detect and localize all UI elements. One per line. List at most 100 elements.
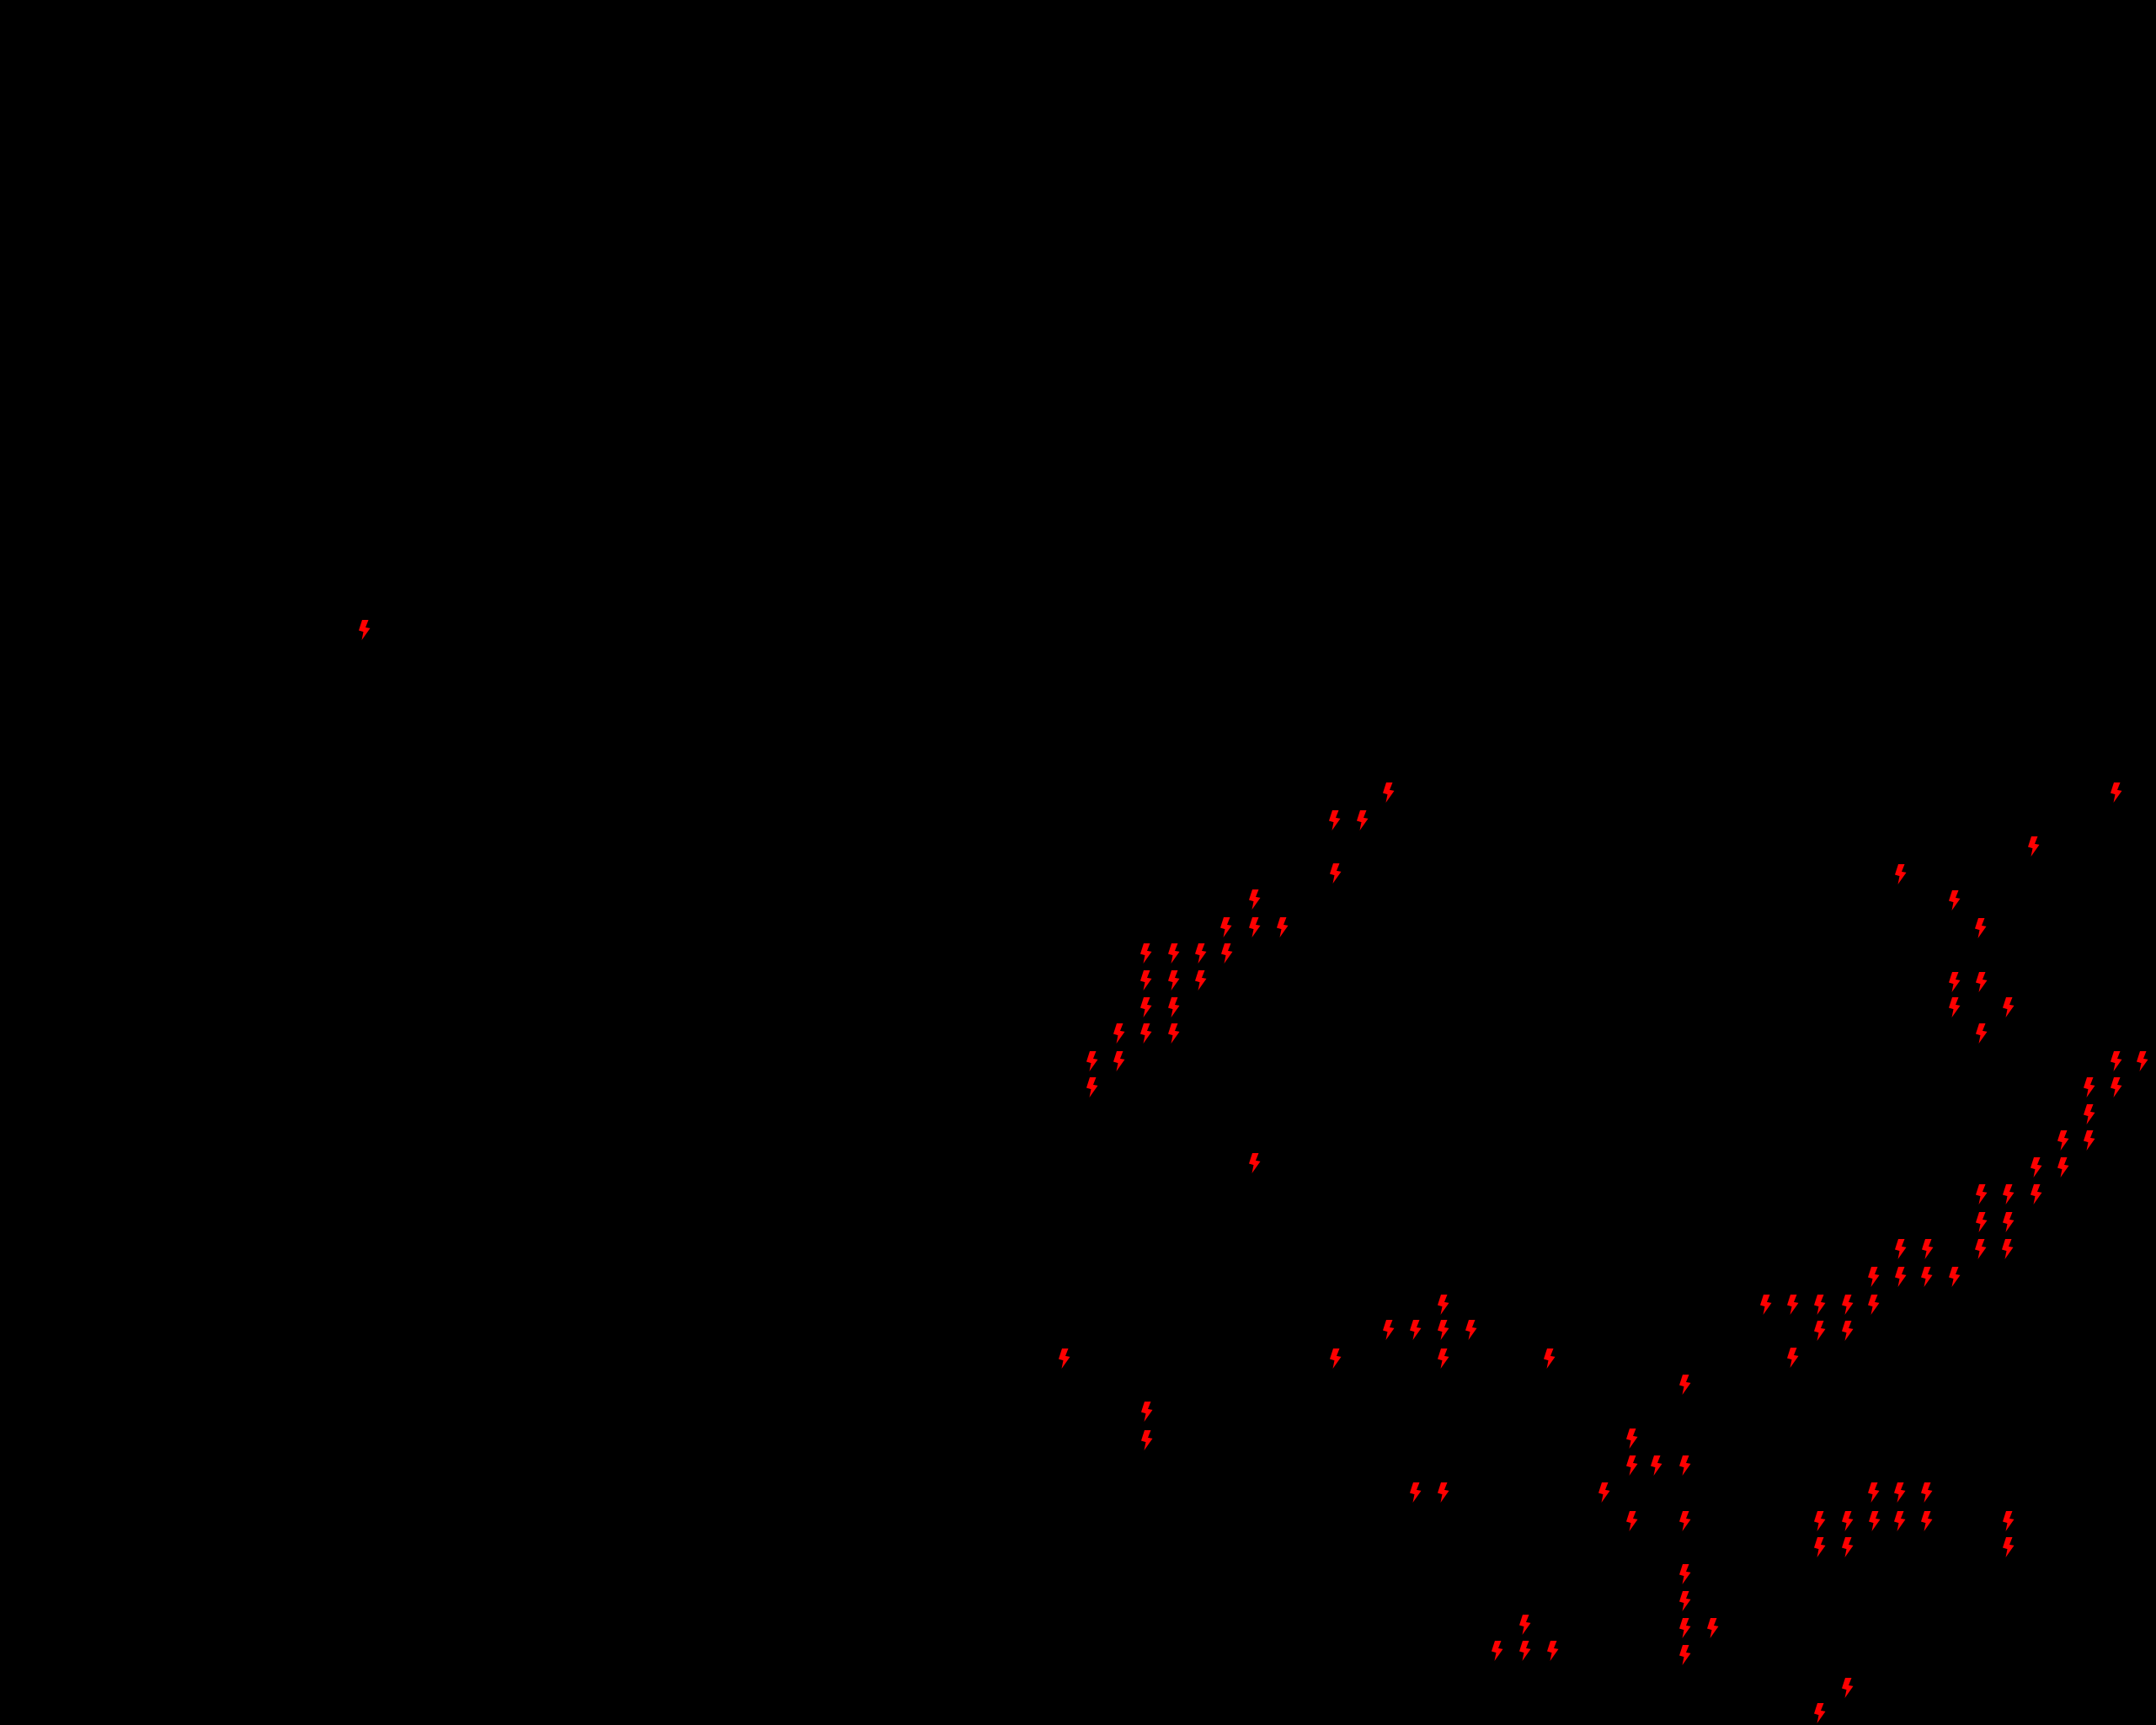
lightning-bolt-icon — [1194, 970, 1207, 991]
lightning-bolt-icon — [1813, 1537, 1826, 1557]
lightning-bolt-icon — [1518, 1641, 1531, 1661]
lightning-bolt-icon — [1678, 1618, 1691, 1638]
lightning-bolt-icon — [1975, 1023, 1988, 1044]
lightning-bolt-icon — [1867, 1267, 1880, 1287]
lightning-bolt-icon — [1329, 863, 1342, 884]
lightning-bolt-icon — [1625, 1511, 1638, 1531]
lightning-bolt-icon — [2083, 1104, 2095, 1124]
lightning-bolt-icon — [1328, 810, 1341, 830]
lightning-bolt-icon — [1813, 1321, 1826, 1341]
lightning-bolt-icon — [1813, 1511, 1826, 1531]
lightning-bolt-icon — [2030, 1184, 2042, 1204]
lightning-bolt-icon — [1975, 1184, 1988, 1204]
lightning-bolt-icon — [1276, 917, 1289, 937]
lightning-bolt-icon — [2110, 782, 2122, 803]
lightning-bolt-icon — [1167, 943, 1180, 964]
lightning-bolt-icon — [1437, 1348, 1449, 1369]
lightning-bolt-icon — [1058, 1348, 1070, 1369]
lightning-bolt-icon — [1139, 997, 1152, 1017]
lightning-bolt-icon — [1465, 1320, 1477, 1340]
lightning-bolt-icon — [2002, 1212, 2015, 1232]
lightning-bolt-icon — [1382, 1320, 1395, 1340]
lightning-bolt-icon — [1868, 1511, 1881, 1531]
lightning-bolt-icon — [1113, 1051, 1125, 1071]
lightning-bolt-icon — [1813, 1703, 1826, 1723]
lightning-bolt-icon — [1974, 918, 1987, 938]
lightning-bolt-icon — [1139, 943, 1152, 964]
lightning-bolt-icon — [1086, 1051, 1098, 1071]
lightning-bolt-icon — [2136, 1051, 2148, 1071]
lightning-bolt-icon — [1894, 1267, 1907, 1287]
lightning-bolt-icon — [1248, 917, 1261, 937]
lightning-bolt-icon — [2083, 1130, 2095, 1151]
lightning-bolt-icon — [1650, 1455, 1662, 1476]
lightning-bolt-icon — [1625, 1429, 1638, 1449]
lightning-bolt-icon — [1948, 1267, 1961, 1287]
lightning-bolt-icon — [1546, 1641, 1559, 1661]
lightning-bolt-icon — [1194, 943, 1207, 964]
lightning-bolt-icon — [1948, 890, 1961, 911]
lightning-bolt-icon — [1409, 1482, 1422, 1503]
lightning-bolt-icon — [1920, 1267, 1933, 1287]
lightning-bolt-icon — [1759, 1295, 1772, 1315]
lightning-bolt-icon — [2002, 1184, 2015, 1204]
lightning-bolt-icon — [1139, 970, 1152, 991]
lightning-bolt-icon — [1867, 1295, 1880, 1315]
lightning-bolt-icon — [1140, 1430, 1153, 1450]
lightning-bolt-icon — [1786, 1295, 1799, 1315]
lightning-bolt-icon — [1543, 1348, 1556, 1369]
lightning-bolt-icon — [1167, 997, 1180, 1017]
lightning-bolt-icon — [1518, 1615, 1531, 1635]
lightning-bolt-icon — [1786, 1348, 1799, 1368]
lightning-bolt-icon — [2002, 1511, 2015, 1531]
lightning-bolt-icon — [1625, 1455, 1638, 1476]
lightning-bolt-icon — [1893, 1511, 1906, 1531]
lightning-bolt-icon — [2002, 1537, 2015, 1557]
lightning-bolt-icon — [1678, 1645, 1691, 1665]
lightning-bolt-icon — [1841, 1295, 1854, 1315]
lightning-bolt-icon — [1382, 782, 1395, 803]
lightning-bolt-icon — [1220, 943, 1233, 964]
lightning-bolt-icon — [2110, 1077, 2122, 1097]
lightning-bolt-icon — [1678, 1511, 1691, 1531]
lightning-bolt-icon — [1841, 1678, 1854, 1698]
lightning-bolt-icon — [1706, 1618, 1719, 1638]
lightning-bolt-icon — [1974, 1239, 1987, 1259]
lightning-bolt-icon — [1678, 1375, 1691, 1395]
lightning-bolt-icon — [358, 620, 371, 640]
lightning-bolt-icon — [1841, 1537, 1854, 1557]
lightning-bolt-icon — [2057, 1157, 2069, 1178]
lightning-bolt-icon — [1356, 810, 1369, 830]
lightning-bolt-icon — [1491, 1641, 1503, 1661]
lightning-bolt-icon — [2027, 836, 2040, 857]
lightning-bolt-icon — [1948, 972, 1961, 992]
lightning-bolt-icon — [1894, 864, 1907, 884]
lightning-bolt-icon — [1921, 1239, 1934, 1259]
lightning-bolt-icon — [1140, 1402, 1153, 1422]
lightning-bolt-icon — [1329, 1348, 1342, 1369]
lightning-bolt-icon — [1086, 1077, 1098, 1097]
lightning-bolt-icon — [2001, 1239, 2014, 1259]
lightning-bolt-icon — [1948, 997, 1961, 1017]
lightning-bolt-icon — [1893, 1482, 1906, 1503]
lightning-bolt-icon — [1219, 917, 1232, 937]
lightning-bolt-icon — [1167, 1023, 1180, 1044]
lightning-bolt-icon — [1167, 970, 1180, 991]
lightning-bolt-icon — [2110, 1051, 2122, 1071]
lightning-bolt-icon — [1841, 1321, 1854, 1341]
lightning-bolt-icon — [1678, 1591, 1691, 1611]
lightning-bolt-icon — [2083, 1077, 2095, 1097]
lightning-bolt-icon — [1920, 1482, 1933, 1503]
lightning-bolt-icon — [1678, 1564, 1691, 1584]
lightning-bolt-icon — [1113, 1023, 1125, 1044]
lightning-bolt-icon — [1975, 1212, 1988, 1232]
lightning-bolt-icon — [1841, 1511, 1854, 1531]
lightning-bolt-icon — [2057, 1130, 2069, 1151]
lightning-bolt-icon — [1437, 1482, 1449, 1503]
lightning-bolt-icon — [2030, 1157, 2042, 1178]
lightning-bolt-icon — [1975, 972, 1988, 992]
lightning-bolt-icon — [2002, 997, 2015, 1017]
lightning-bolt-icon — [1139, 1023, 1152, 1044]
